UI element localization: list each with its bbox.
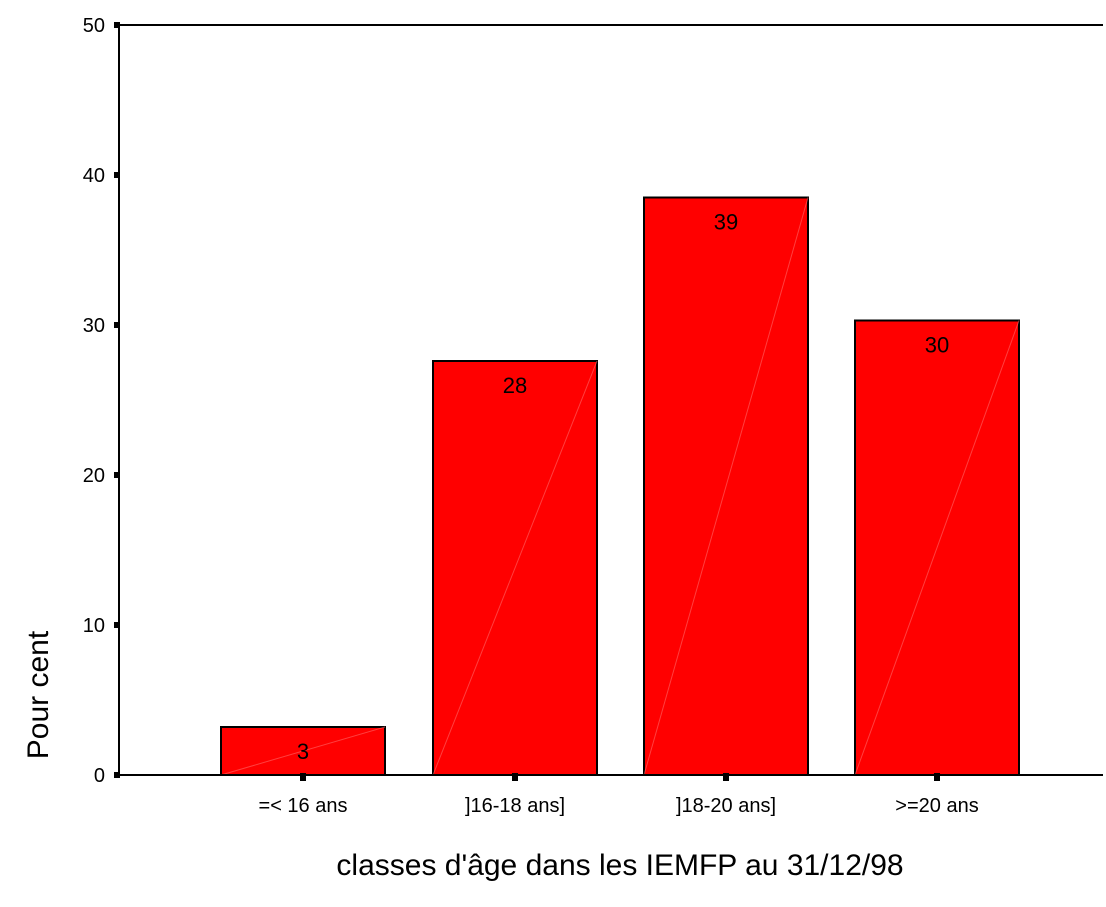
bar-hatch-line [220, 726, 386, 776]
x-tick-mark [300, 773, 306, 781]
bar-hatch-line [854, 320, 1020, 776]
x-tick-label: ]16-18 ans] [465, 795, 565, 817]
x-tick-mark [723, 773, 729, 781]
y-tick-mark [114, 22, 120, 28]
y-tick-label: 50 [83, 15, 105, 37]
y-axis: 0 10 20 30 40 50 [83, 15, 1103, 787]
bar-data-label: 30 [925, 333, 949, 358]
bars: 3 28 39 30 [220, 196, 1020, 776]
x-axis: =< 16 ans ]16-18 ans] ]18-20 ans] >=20 ans [115, 773, 1103, 817]
bar-hatch-line [643, 197, 809, 776]
x-axis-title: classes d'âge dans les IEMFP au 31/12/98 [336, 849, 903, 882]
y-tick-mark [114, 322, 120, 328]
y-tick-label: 30 [83, 315, 105, 337]
x-tick-label: >=20 ans [895, 795, 978, 817]
y-tick-mark [114, 472, 120, 478]
y-tick-label: 0 [94, 765, 105, 787]
bar-data-label: 3 [297, 739, 309, 764]
y-tick-mark [114, 172, 120, 178]
bar-hatch-line [432, 360, 598, 776]
bar-data-label: 28 [503, 373, 527, 398]
x-tick-label: =< 16 ans [259, 795, 348, 817]
x-tick-mark [934, 773, 940, 781]
x-tick-mark [512, 773, 518, 781]
y-tick-label: 20 [83, 465, 105, 487]
y-tick-label: 10 [83, 615, 105, 637]
y-tick-label: 40 [83, 165, 105, 187]
bar-data-label: 39 [714, 210, 738, 235]
x-tick-label: ]18-20 ans] [676, 795, 776, 817]
y-axis-title: Pour cent [22, 630, 55, 759]
y-tick-mark [114, 622, 120, 628]
